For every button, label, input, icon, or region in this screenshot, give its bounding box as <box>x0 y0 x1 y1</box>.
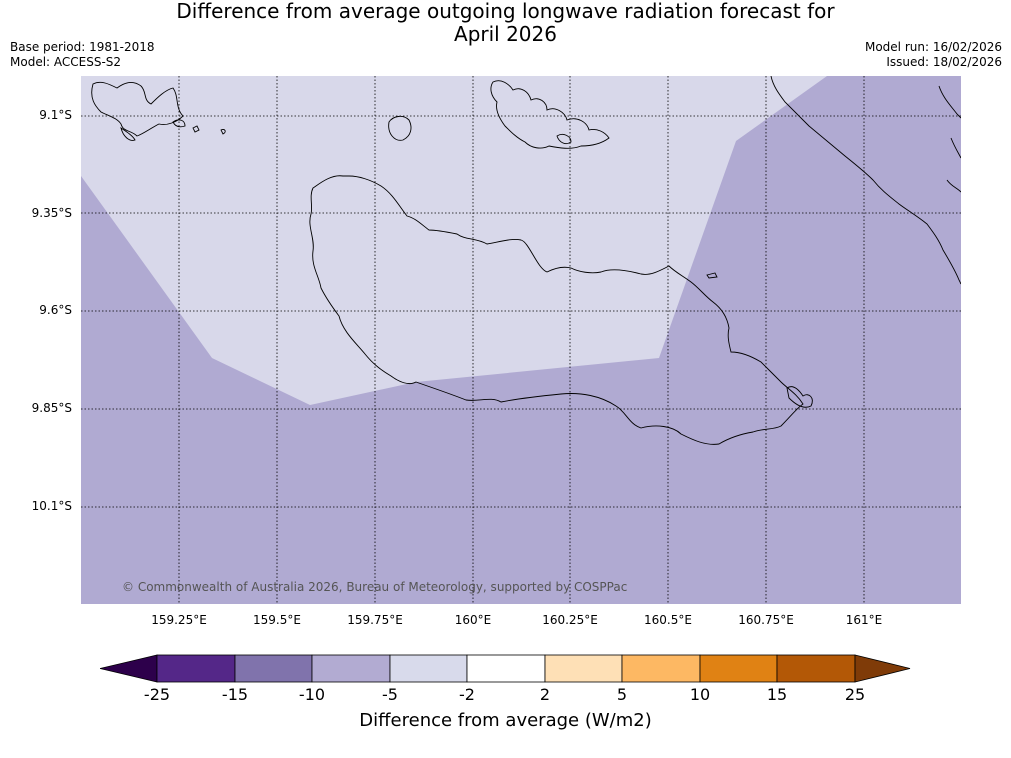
colorbar-tick-label: -2 <box>459 685 475 704</box>
colorbar-extend-low <box>100 654 158 683</box>
lon-label: 160.5°E <box>644 613 692 627</box>
lat-label: 9.35°S <box>31 206 72 220</box>
coast-savo <box>388 115 412 141</box>
colorbar-segment <box>234 654 313 683</box>
coast-islet-east <box>786 386 813 408</box>
lon-label: 159.25°E <box>151 613 207 627</box>
colorbar-tick-label: 5 <box>616 685 628 704</box>
coast-islet-sea <box>706 272 718 279</box>
coastlines <box>91 76 961 445</box>
model-name: Model: ACCESS-S2 <box>10 55 122 69</box>
colorbar-tick-label: 2 <box>539 685 551 704</box>
lon-label: 160.25°E <box>542 613 598 627</box>
lon-label: 160.75°E <box>738 613 794 627</box>
colorbar-segment <box>621 654 701 683</box>
lat-label: 9.1°S <box>39 108 72 122</box>
lat-label: 10.1°S <box>31 499 72 513</box>
colorbar-tick-label: 10 <box>689 685 711 704</box>
colorbar-tick-label: -25 <box>143 685 171 704</box>
colorbar-segment <box>466 654 546 683</box>
colorbar-segment <box>311 654 391 683</box>
colorbar-extend-high <box>854 654 911 683</box>
base-period: Base period: 1981-2018 <box>10 40 155 54</box>
colorbar-title: Difference from average (W/m2) <box>359 710 652 731</box>
copyright-notice: © Commonwealth of Australia 2026, Bureau… <box>122 580 628 594</box>
colorbar-tick-label: -5 <box>382 685 398 704</box>
map-plot <box>81 76 961 604</box>
lon-label: 161°E <box>845 613 883 627</box>
lon-label: 159.5°E <box>253 613 301 627</box>
coast-northwest-islands <box>91 81 226 141</box>
lat-label: 9.6°S <box>39 303 72 317</box>
colorbar <box>100 654 911 683</box>
shading-minus5-minus2 <box>81 76 827 405</box>
colorbar-segment <box>776 654 856 683</box>
title-line-1: Difference from average outgoing longwav… <box>176 0 835 23</box>
colorbar-tick-label: -15 <box>221 685 249 704</box>
colorbar-tick-label: 25 <box>844 685 866 704</box>
colorbar-tick-label: -10 <box>298 685 326 704</box>
coast-guadalcanal <box>309 175 804 445</box>
coast-nggela-islands <box>490 80 610 149</box>
lat-label: 9.85°S <box>31 401 72 415</box>
colorbar-segment <box>699 654 778 683</box>
lon-label: 160°E <box>454 613 492 627</box>
chart-title: Difference from average outgoing longwav… <box>0 0 1011 46</box>
colorbar-tick-label: 15 <box>766 685 788 704</box>
model-run: Model run: 16/02/2026 <box>864 40 1002 54</box>
graticule <box>81 76 961 604</box>
title-line-2: April 2026 <box>454 22 557 46</box>
colorbar-segment <box>389 654 468 683</box>
issued-date: Issued: 18/02/2026 <box>886 55 1002 69</box>
meta-right: Model run: 16/02/2026 Issued: 18/02/2026 <box>865 40 1002 70</box>
coast-malaita <box>770 76 961 285</box>
lon-label: 159.75°E <box>347 613 403 627</box>
meta-left: Base period: 1981-2018 Model: ACCESS-S2 <box>10 40 155 70</box>
colorbar-segment <box>544 654 623 683</box>
colorbar-segment <box>156 654 236 683</box>
